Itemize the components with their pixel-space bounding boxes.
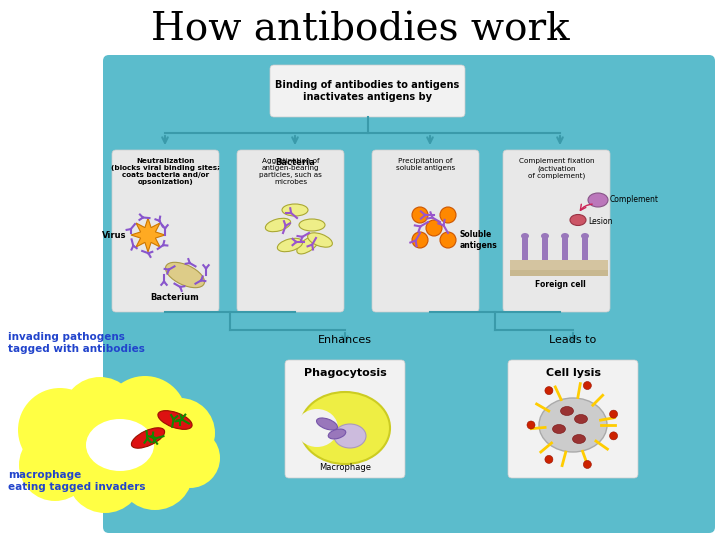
Circle shape <box>440 207 456 223</box>
Circle shape <box>160 428 220 488</box>
FancyBboxPatch shape <box>508 360 638 478</box>
Bar <box>562 238 568 260</box>
Ellipse shape <box>560 407 574 415</box>
Ellipse shape <box>561 233 569 239</box>
Circle shape <box>426 220 442 236</box>
Ellipse shape <box>328 429 346 439</box>
FancyBboxPatch shape <box>503 150 610 312</box>
Circle shape <box>18 388 102 472</box>
Text: Leads to: Leads to <box>549 335 597 345</box>
Circle shape <box>67 437 143 513</box>
Bar <box>542 238 548 260</box>
Text: Bacterium: Bacterium <box>150 293 199 302</box>
Circle shape <box>610 432 618 440</box>
Text: Foreign cell: Foreign cell <box>535 280 585 289</box>
Ellipse shape <box>334 424 366 448</box>
Circle shape <box>19 429 91 501</box>
Polygon shape <box>131 218 165 252</box>
Circle shape <box>117 434 193 510</box>
Circle shape <box>610 410 618 418</box>
Text: Soluble
antigens: Soluble antigens <box>460 230 498 249</box>
Circle shape <box>583 461 591 469</box>
Text: Binding of antibodies to antigens
inactivates antigens by: Binding of antibodies to antigens inacti… <box>275 80 459 102</box>
Text: Virus: Virus <box>102 231 126 240</box>
Circle shape <box>440 232 456 248</box>
Circle shape <box>103 418 167 482</box>
Ellipse shape <box>296 409 338 447</box>
Circle shape <box>62 377 138 453</box>
FancyBboxPatch shape <box>372 150 479 312</box>
Text: Neutralization
(blocks viral binding sites;
coats bacteria and/or
opsonization): Neutralization (blocks viral binding sit… <box>111 158 220 185</box>
Circle shape <box>527 421 535 429</box>
FancyBboxPatch shape <box>270 65 465 117</box>
Ellipse shape <box>277 239 303 251</box>
Text: macrophage
eating tagged invaders: macrophage eating tagged invaders <box>8 470 145 491</box>
Text: How antibodies work: How antibodies work <box>150 11 570 49</box>
Circle shape <box>412 207 428 223</box>
Text: Bacteria: Bacteria <box>275 158 315 167</box>
Text: invading pathogens
tagged with antibodies: invading pathogens tagged with antibodie… <box>8 332 145 354</box>
Ellipse shape <box>158 410 192 429</box>
Text: Macrophage: Macrophage <box>319 463 371 472</box>
Ellipse shape <box>317 418 338 430</box>
Ellipse shape <box>552 424 565 434</box>
Text: Complement: Complement <box>610 195 659 205</box>
Ellipse shape <box>265 219 291 231</box>
Ellipse shape <box>300 392 390 464</box>
Ellipse shape <box>581 233 589 239</box>
Circle shape <box>103 376 187 460</box>
Ellipse shape <box>541 233 549 239</box>
Circle shape <box>545 387 553 395</box>
Text: Enhances: Enhances <box>318 335 372 345</box>
Ellipse shape <box>284 200 306 220</box>
Ellipse shape <box>521 233 529 239</box>
Text: Complement fixation
(activation
of complement): Complement fixation (activation of compl… <box>518 158 594 179</box>
Ellipse shape <box>310 231 330 249</box>
Ellipse shape <box>539 398 607 452</box>
Ellipse shape <box>301 216 323 234</box>
Circle shape <box>412 232 428 248</box>
Text: Phagocytosis: Phagocytosis <box>304 368 387 378</box>
Text: Precipitation of
soluble antigens: Precipitation of soluble antigens <box>396 158 455 171</box>
Bar <box>582 238 588 260</box>
FancyBboxPatch shape <box>285 360 405 478</box>
Circle shape <box>145 398 215 468</box>
Text: Lesion: Lesion <box>588 218 613 226</box>
Ellipse shape <box>166 262 204 288</box>
FancyBboxPatch shape <box>237 150 344 312</box>
FancyBboxPatch shape <box>103 55 715 533</box>
Circle shape <box>545 455 553 463</box>
Circle shape <box>583 382 591 389</box>
Bar <box>510 270 608 276</box>
Ellipse shape <box>588 193 608 207</box>
Ellipse shape <box>295 238 320 252</box>
Ellipse shape <box>86 419 154 471</box>
Text: Agglutination of
antigen-bearing
particles, such as
microbes: Agglutination of antigen-bearing particl… <box>259 158 322 185</box>
FancyBboxPatch shape <box>112 150 219 312</box>
Ellipse shape <box>570 214 586 226</box>
Ellipse shape <box>575 415 588 423</box>
Circle shape <box>48 418 108 478</box>
Bar <box>522 238 528 260</box>
Bar <box>510 260 608 270</box>
Ellipse shape <box>572 435 585 443</box>
Ellipse shape <box>131 428 165 448</box>
Text: Cell lysis: Cell lysis <box>546 368 600 378</box>
